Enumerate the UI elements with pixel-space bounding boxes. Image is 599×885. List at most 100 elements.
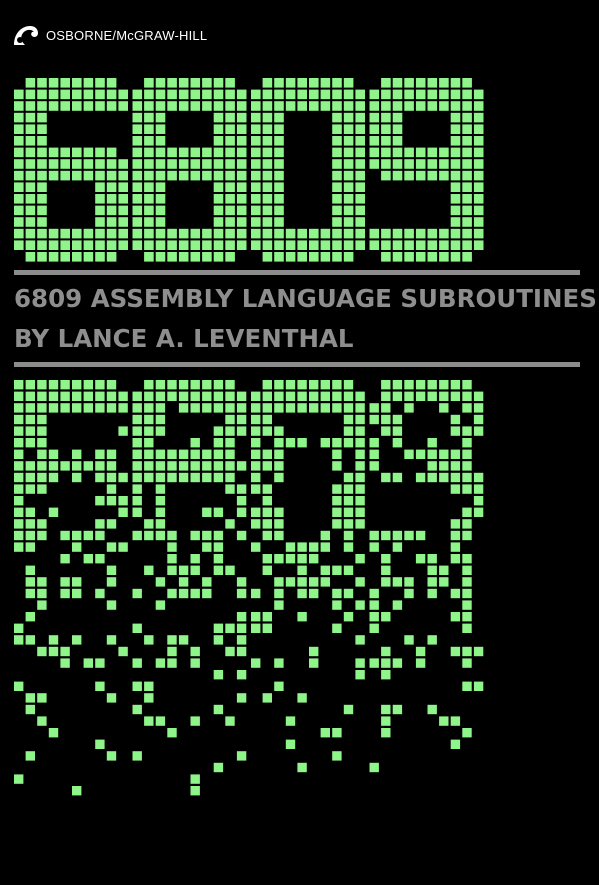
matrix-dot <box>392 89 403 100</box>
matrix-dot-dissolving <box>14 380 24 390</box>
matrix-dot-dissolving <box>404 380 414 390</box>
matrix-dot-dissolving <box>25 403 35 413</box>
matrix-dot-dissolving <box>415 646 426 657</box>
matrix-dot-dissolving <box>274 461 284 471</box>
matrix-dot-dissolving <box>381 403 391 413</box>
matrix-dot-dissolving <box>392 426 403 436</box>
matrix-dot-dissolving <box>190 588 200 599</box>
matrix-dot <box>450 78 461 88</box>
matrix-dot <box>118 159 128 169</box>
matrix-dot <box>404 228 414 239</box>
matrix-dot <box>462 159 472 169</box>
matrix-dot-dissolving <box>225 716 235 726</box>
matrix-dot-dissolving <box>427 704 437 715</box>
matrix-dot <box>320 240 331 250</box>
matrix-dot-dissolving <box>225 646 235 657</box>
matrix-dot-dissolving <box>60 646 70 657</box>
matrix-dot <box>392 124 403 134</box>
matrix-dot-dissolving <box>355 484 365 494</box>
matrix-dot-dissolving <box>190 646 200 657</box>
matrix-dot-dissolving <box>439 716 449 726</box>
matrix-dot-dissolving <box>236 414 247 425</box>
matrix-dot <box>213 159 224 169</box>
matrix-dot <box>225 124 235 134</box>
matrix-dot-dissolving <box>236 588 247 599</box>
matrix-dot-dissolving <box>369 530 379 541</box>
matrix-dot <box>309 78 319 88</box>
matrix-dot <box>25 78 36 88</box>
matrix-dot-dissolving <box>83 403 93 413</box>
matrix-dot <box>355 217 365 227</box>
matrix-dot <box>48 228 59 239</box>
matrix-dot <box>144 228 154 239</box>
matrix-dot-dissolving <box>262 414 272 425</box>
matrix-dot <box>167 101 177 111</box>
matrix-dot <box>190 170 201 181</box>
matrix-dot <box>95 182 105 192</box>
matrix-dot <box>415 240 426 250</box>
matrix-dot-dissolving <box>236 693 247 703</box>
matrix-dot <box>473 89 484 100</box>
matrix-dot-dissolving <box>14 391 24 401</box>
matrix-dot-dissolving <box>25 414 35 425</box>
matrix-dot <box>343 89 354 100</box>
matrix-dot <box>178 101 189 111</box>
matrix-dot <box>332 89 342 100</box>
matrix-dot <box>427 252 438 262</box>
matrix-dot <box>25 124 36 134</box>
matrix-dot-dissolving <box>251 507 261 517</box>
matrix-dot <box>369 147 380 158</box>
matrix-dot-dissolving <box>427 565 437 575</box>
matrix-dot-dissolving <box>60 380 70 390</box>
matrix-dot-dissolving <box>83 461 93 471</box>
matrix-dot <box>225 240 235 250</box>
matrix-dot <box>473 112 484 123</box>
matrix-dot-dissolving <box>251 623 261 633</box>
matrix-dot-dissolving <box>132 472 142 483</box>
matrix-dot-dissolving <box>236 623 247 633</box>
matrix-dot <box>450 205 461 216</box>
matrix-dot-dissolving <box>95 496 105 506</box>
matrix-dot-dissolving <box>251 414 261 425</box>
matrix-dot-dissolving <box>297 762 307 773</box>
matrix-dot-dissolving <box>450 739 461 749</box>
matrix-dot-dissolving <box>132 704 142 715</box>
matrix-dot-dissolving <box>132 484 142 494</box>
matrix-dot <box>132 101 143 111</box>
matrix-dot-dissolving <box>236 751 247 761</box>
matrix-dot <box>439 252 449 262</box>
matrix-dot-dissolving <box>132 681 142 691</box>
matrix-dot <box>251 147 261 158</box>
matrix-dot-dissolving <box>355 600 365 610</box>
matrix-dot-dissolving <box>202 380 212 390</box>
matrix-dot-dissolving <box>392 414 403 425</box>
matrix-dot-dissolving <box>439 380 449 390</box>
matrix-dot <box>106 159 117 169</box>
matrix-dot-dissolving <box>144 565 154 575</box>
matrix-dot-dissolving <box>415 530 426 541</box>
matrix-dot <box>106 182 117 192</box>
matrix-dot-dissolving <box>320 391 330 401</box>
matrix-dot-dissolving <box>14 472 24 483</box>
matrix-dot <box>332 147 342 158</box>
matrix-dot <box>462 228 472 239</box>
matrix-dot <box>167 240 177 250</box>
matrix-dot-dissolving <box>473 426 484 436</box>
matrix-dot-dissolving <box>251 658 261 668</box>
matrix-dot <box>83 252 94 262</box>
matrix-dot-dissolving <box>320 565 330 575</box>
matrix-dot-dissolving <box>439 449 449 459</box>
matrix-dot <box>132 89 143 100</box>
matrix-dot-dissolving <box>72 403 82 413</box>
matrix-dot-dissolving <box>251 519 261 529</box>
matrix-dot <box>48 240 59 250</box>
matrix-dot <box>132 124 143 134</box>
matrix-dot-dissolving <box>14 519 24 529</box>
matrix-dot-dissolving <box>14 681 24 691</box>
matrix-dot-dissolving <box>381 704 391 715</box>
matrix-dot-dissolving <box>155 426 166 436</box>
matrix-dot-dissolving <box>144 414 154 425</box>
matrix-dot-dissolving <box>274 403 284 413</box>
matrix-dot <box>262 205 273 216</box>
matrix-dot <box>274 159 284 169</box>
